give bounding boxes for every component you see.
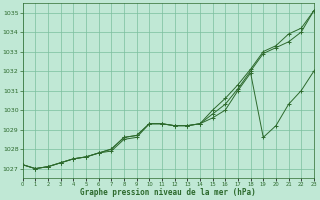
X-axis label: Graphe pression niveau de la mer (hPa): Graphe pression niveau de la mer (hPa) <box>80 188 256 197</box>
